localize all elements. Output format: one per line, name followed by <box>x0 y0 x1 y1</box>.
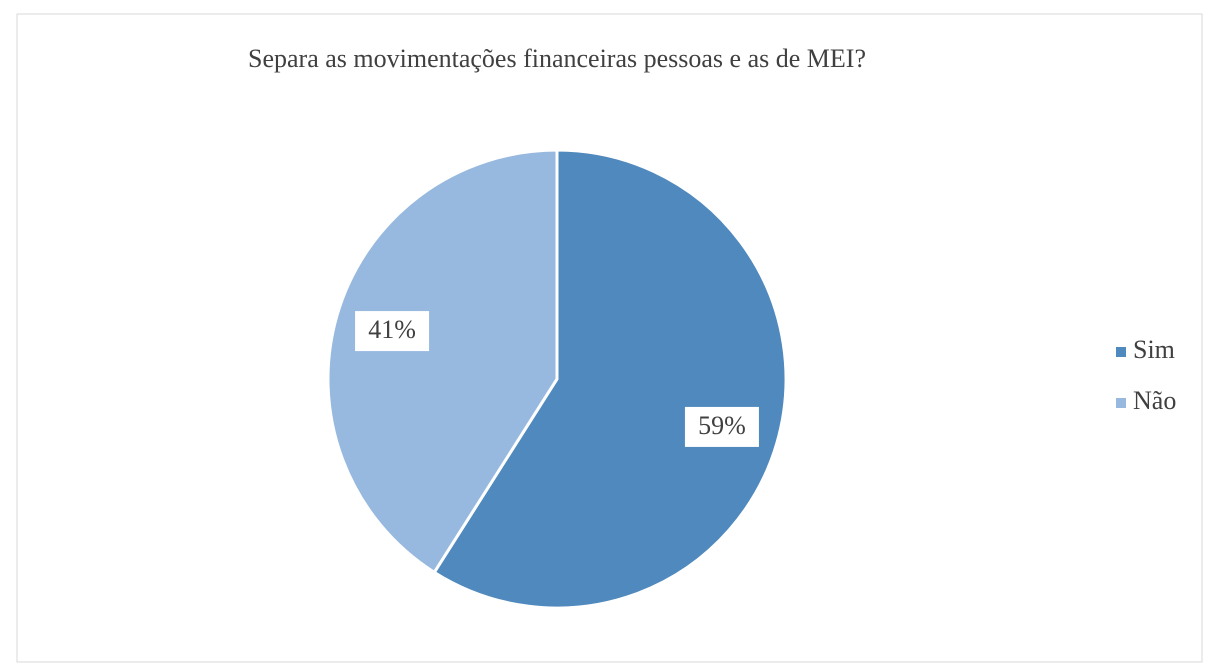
legend-label: Não <box>1133 386 1176 415</box>
pie-slice <box>326 148 559 575</box>
pie-slice <box>432 148 788 610</box>
chart-title: Separa as movimentações financeiras pess… <box>248 44 866 73</box>
legend-swatch <box>1116 347 1126 357</box>
data-label-box <box>684 406 759 447</box>
legend-label: Sim <box>1133 335 1175 364</box>
data-label: 41% <box>368 315 416 344</box>
data-label-box <box>355 311 430 352</box>
data-label: 59% <box>698 411 746 440</box>
legend-swatch <box>1116 398 1126 408</box>
